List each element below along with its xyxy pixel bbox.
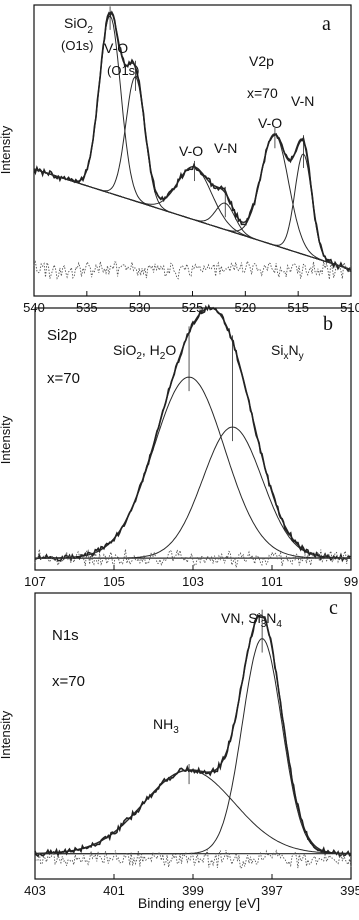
panel-a-plot [33,6,352,280]
a-label-vo-2: V-O [179,143,203,159]
b-label-sixny: SixNy [271,342,304,362]
x-tick-label-c-399: 399 [182,883,204,898]
x-tick-label-c-395: 395 [340,883,359,898]
panel-a-composition: x=70 [247,85,278,101]
measured-spectrum-a [33,10,352,273]
panel-c-letter: c [329,597,338,619]
panel-c-ylabel: Intensity [0,710,13,759]
fit-envelope-c [35,614,351,855]
panel-c-plot [34,609,352,870]
panel-c-core-level: N1s [52,627,79,644]
panel-b-frame [34,307,352,571]
panel-b-plot [34,303,352,568]
measured-spectrum-b [34,303,352,563]
fit-envelope-b [35,307,351,559]
c-label-vn-si3n4: VN, Si3N4 [221,610,282,630]
component-peak-c-1 [35,638,351,855]
panel-c-composition: x=70 [52,673,85,690]
x-tick-label-b-103: 103 [182,574,204,589]
panel-b-x-axis: 107 105 103 101 99 [24,565,358,589]
panel-c-x-axis: 403 401 399 397 395 [24,874,359,898]
x-tick-label-c-397: 397 [261,883,283,898]
panel-a-core-level: V2p [249,53,274,69]
panel-b-annotations: SiO2, H2O SixNy [113,342,304,362]
a-label-vo-1: V-O [104,40,128,56]
panel-a-letter: a [322,13,331,35]
panel-b-core-level: Si2p [47,327,77,344]
x-tick-label-b-105: 105 [103,574,125,589]
component-peak-c-0 [35,769,351,854]
panel-c-frame [34,592,352,880]
x-tick-label-a-540: 540 [23,300,45,315]
panel-b-ylabel: Intensity [0,415,13,464]
x-tick-label-c-403: 403 [24,883,46,898]
component-peak-b-1 [35,426,351,559]
panel-c: Intensity c N1s x=70 403 401 399 397 395 VN,… [0,592,359,911]
measured-spectrum-c [34,613,352,858]
component-peak-a-5 [33,153,352,270]
component-peak-b-0 [35,376,351,559]
panel-b: Intensity b Si2p x=70 107 105 103 101 99 SiO… [0,303,358,589]
c-label-nh3: NH3 [153,716,179,736]
background-line-a [33,168,352,271]
x-tick-label-b-101: 101 [261,574,283,589]
b-label-sio2-h2o: SiO2, H2O [113,342,176,362]
x-tick-label-b-107: 107 [24,574,46,589]
residual-a [33,260,352,280]
panel-b-composition: x=70 [47,370,80,387]
a-label-o1s-1: (O1s) [61,38,94,53]
a-label-vn-2: V-N [291,93,314,109]
a-label-o1s-2: (O1s) [107,63,140,78]
panel-c-xlabel: Binding energy [eV] [138,895,260,911]
a-label-sio2: SiO2 [64,15,93,36]
panel-a-ylabel: Intensity [0,125,13,174]
panel-b-letter: b [323,313,333,335]
residual-c [34,849,352,870]
x-tick-label-b-99: 99 [344,574,358,589]
a-label-vo-3: V-O [258,115,282,131]
panel-a-annotations: SiO2 (O1s) V-O (O1s) V-O V-N V-O V-N [61,15,314,159]
x-tick-label-c-401: 401 [103,883,125,898]
panel-c-annotations: VN, Si3N4 NH3 [153,610,282,736]
panel-a: Intensity a V2p x=70 540 535 530 525 520 515 5… [0,4,359,315]
panel-a-x-axis: 540 535 530 525 520 515 510 [23,291,359,315]
a-label-vn-1: V-N [214,140,237,156]
